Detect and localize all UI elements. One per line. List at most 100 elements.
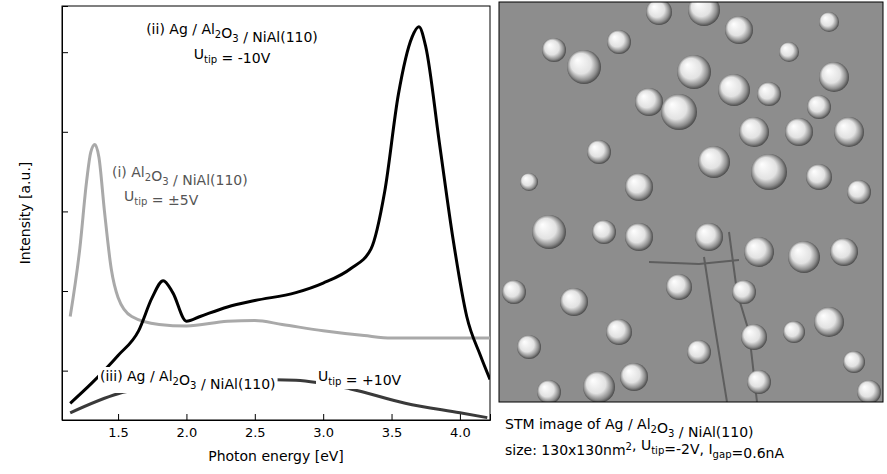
ag-cluster [698, 146, 730, 178]
spectrum-line [70, 145, 490, 338]
x-axis-title: Photon energy [eV] [208, 448, 344, 464]
x-tick-label: 3.5 [382, 425, 403, 440]
x-tick-label: 2.0 [177, 425, 198, 440]
y-tick-mark [62, 291, 68, 292]
text-part: (iii) Ag / Al [100, 368, 173, 384]
image-frame [499, 2, 883, 402]
x-axis-line [63, 414, 491, 421]
ag-cluster [757, 82, 781, 106]
text-part: = -10V [217, 50, 270, 66]
y-tick-mark [62, 52, 68, 53]
surface-step [649, 260, 739, 264]
series-annotation: Utip = -10V [194, 46, 271, 66]
ag-cluster [806, 164, 832, 190]
ag-cluster [677, 55, 711, 89]
series-annotation-group: Utip = +10V [316, 367, 404, 389]
ag-cluster [807, 95, 831, 119]
y-tick-mark [62, 132, 68, 133]
x-tick: 1.5 [108, 414, 129, 440]
x-tick-label: 4.0 [450, 425, 471, 440]
ag-cluster [739, 117, 769, 147]
ag-cluster [687, 340, 711, 364]
label-patch [192, 45, 273, 67]
ag-cluster [819, 62, 849, 92]
image-caption: STM image of Ag / Al2O3 / NiAl(110) [505, 416, 754, 440]
series-name: (i) Al2O3 / NiAl(110) [112, 164, 248, 188]
ag-cluster [783, 321, 805, 343]
ag-cluster [785, 118, 813, 146]
x-axis: 1.52.02.53.03.54.0 [63, 414, 491, 440]
text-part: size: 130x130nm [505, 442, 626, 458]
ag-cluster [607, 30, 631, 54]
x-tick-label: 3.0 [313, 425, 334, 440]
x-tick-mark [255, 414, 256, 420]
x-tick-mark [460, 414, 461, 420]
text-part: STM image of Ag / Al [505, 416, 651, 432]
ag-cluster [661, 94, 697, 130]
ag-cluster [537, 380, 561, 402]
ag-cluster [857, 380, 881, 402]
ag-cluster [620, 363, 648, 391]
y-axis-title: Intensity [a.u.] [17, 162, 33, 265]
ag-cluster [819, 12, 839, 32]
label-patch [98, 367, 278, 393]
ag-cluster [741, 324, 767, 350]
ag-cluster [725, 16, 753, 44]
image-ground [499, 2, 883, 402]
text-part: (ii) Ag / Al [146, 21, 215, 37]
ag-cluster [520, 173, 538, 191]
ag-cluster [606, 319, 632, 345]
y-axis-line [63, 7, 69, 421]
x-tick-mark [323, 414, 324, 420]
text-part: O [221, 25, 232, 41]
ag-cluster [788, 241, 820, 273]
ag-cluster [517, 335, 541, 359]
series-name-group: (iii) Ag / Al2O3 / NiAl(110) [98, 367, 278, 393]
series-annotation-group: Utip = -10V [192, 45, 273, 67]
ag-cluster [587, 140, 611, 164]
series-name-group: (ii) Ag / Al2O3 / NiAl(110) [144, 20, 320, 46]
surface-step [704, 257, 727, 402]
text-part: O [179, 372, 190, 388]
y-tick [62, 371, 68, 372]
label-patch [122, 187, 201, 209]
x-tick-mark [118, 414, 119, 420]
ag-cluster [583, 371, 615, 402]
ag-cluster [814, 307, 844, 337]
text-part: =0.6nA [732, 445, 785, 461]
ag-cluster [542, 38, 566, 62]
series-annotation: Utip = +10V [318, 368, 402, 388]
ag-cluster [592, 220, 616, 244]
y-axis [62, 7, 68, 421]
ag-cluster [560, 288, 588, 316]
ag-cluster [695, 223, 723, 251]
label-patch [110, 163, 250, 189]
ag-cluster [779, 42, 799, 62]
text-part: O [151, 168, 162, 184]
y-tick [62, 132, 68, 133]
text-part: =-2V, I [664, 441, 712, 457]
x-tick: 3.5 [382, 414, 403, 440]
spectrum-line [70, 27, 490, 404]
text-part: tip [204, 54, 217, 65]
series-annotation: Utip = ±5V [124, 188, 199, 208]
text-part: / NiAl(110) [239, 29, 318, 45]
ag-cluster [532, 215, 566, 249]
y-tick [62, 211, 68, 212]
text-part: U [124, 188, 134, 204]
ag-cluster [747, 370, 771, 394]
ag-cluster [843, 351, 865, 373]
x-tick: 4.0 [450, 414, 471, 440]
text-part: / NiAl(110) [196, 376, 275, 392]
ag-cluster [646, 2, 672, 25]
text-part: / NiAl(110) [169, 172, 248, 188]
ag-cluster [751, 154, 787, 190]
text-part: tip [328, 376, 341, 387]
figure: 1.52.02.53.03.54.0Photon energy [eV]Inte… [0, 0, 887, 474]
text-part: tip [134, 196, 147, 207]
plot-frame [62, 6, 490, 420]
series-name: (ii) Ag / Al2O3 / NiAl(110) [146, 21, 318, 45]
text-part: , U [632, 437, 651, 453]
text-part: O [657, 420, 668, 436]
text-part: = +10V [341, 372, 401, 388]
